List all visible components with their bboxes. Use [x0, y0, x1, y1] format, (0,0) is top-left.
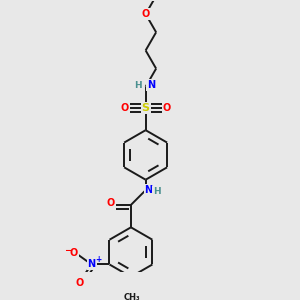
Text: H: H [153, 187, 160, 196]
Text: N: N [88, 260, 96, 269]
Text: H: H [134, 81, 142, 90]
Text: O: O [163, 103, 171, 113]
Text: O: O [120, 103, 129, 113]
Text: CH₃: CH₃ [124, 292, 141, 300]
Text: O: O [70, 248, 78, 257]
Text: O: O [142, 9, 150, 19]
Text: S: S [142, 103, 150, 113]
Text: +: + [95, 255, 101, 264]
Text: O: O [76, 278, 84, 288]
Text: O: O [106, 198, 115, 208]
Text: N: N [147, 80, 155, 90]
Text: −: − [64, 246, 71, 255]
Text: N: N [145, 185, 153, 195]
